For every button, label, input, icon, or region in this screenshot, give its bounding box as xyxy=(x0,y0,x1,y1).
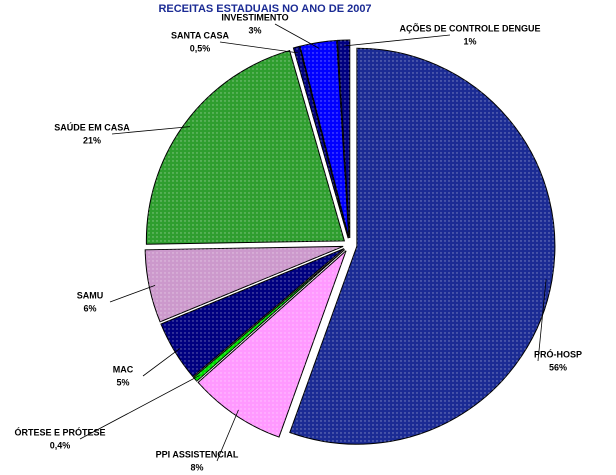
slice-label: PPI ASSISTENCIAL xyxy=(156,449,239,459)
slice-texture xyxy=(198,250,347,438)
value-label: 0,5% xyxy=(190,43,211,53)
slice-label: SAÚDE EM CASA xyxy=(54,121,130,132)
slice-texture xyxy=(193,249,345,382)
leader-line xyxy=(111,126,190,135)
leader-line xyxy=(216,409,239,462)
leader-line xyxy=(343,34,451,47)
leader-line xyxy=(142,348,181,377)
slice-label: PRÓ-HOSP xyxy=(534,348,582,359)
value-label: 5% xyxy=(116,377,129,387)
leader-line xyxy=(79,375,200,440)
slice-texture xyxy=(337,40,350,239)
value-label: 1% xyxy=(463,36,476,46)
slice-texture xyxy=(289,48,555,445)
slice-texture xyxy=(300,40,349,239)
value-label: 56% xyxy=(549,362,567,372)
leader-line xyxy=(274,23,320,49)
leader-line xyxy=(219,41,298,54)
slice-label: AÇÕES DE CONTROLE DENGUE xyxy=(399,23,540,33)
slice-texture xyxy=(160,248,345,377)
value-label: 0,4% xyxy=(50,440,71,450)
slice-texture xyxy=(293,46,349,239)
value-label: 8% xyxy=(190,462,203,472)
slice-label: SAMU xyxy=(77,290,104,300)
slice-label: MAC xyxy=(113,364,134,374)
slice-texture xyxy=(145,246,344,322)
slice-label: SANTA CASA xyxy=(171,30,229,40)
slice-label: ÓRTESE E PRÓTESE xyxy=(14,426,105,437)
leader-line xyxy=(109,284,156,303)
leader-line xyxy=(537,279,547,362)
value-label: 21% xyxy=(83,135,101,145)
value-label: 3% xyxy=(248,25,261,35)
slice-texture xyxy=(146,50,345,245)
value-label: 6% xyxy=(83,303,96,313)
slice-label: INVESTIMENTO xyxy=(221,12,288,22)
chart-title: RECEITAS ESTADUAIS NO ANO DE 2007 xyxy=(158,3,371,15)
